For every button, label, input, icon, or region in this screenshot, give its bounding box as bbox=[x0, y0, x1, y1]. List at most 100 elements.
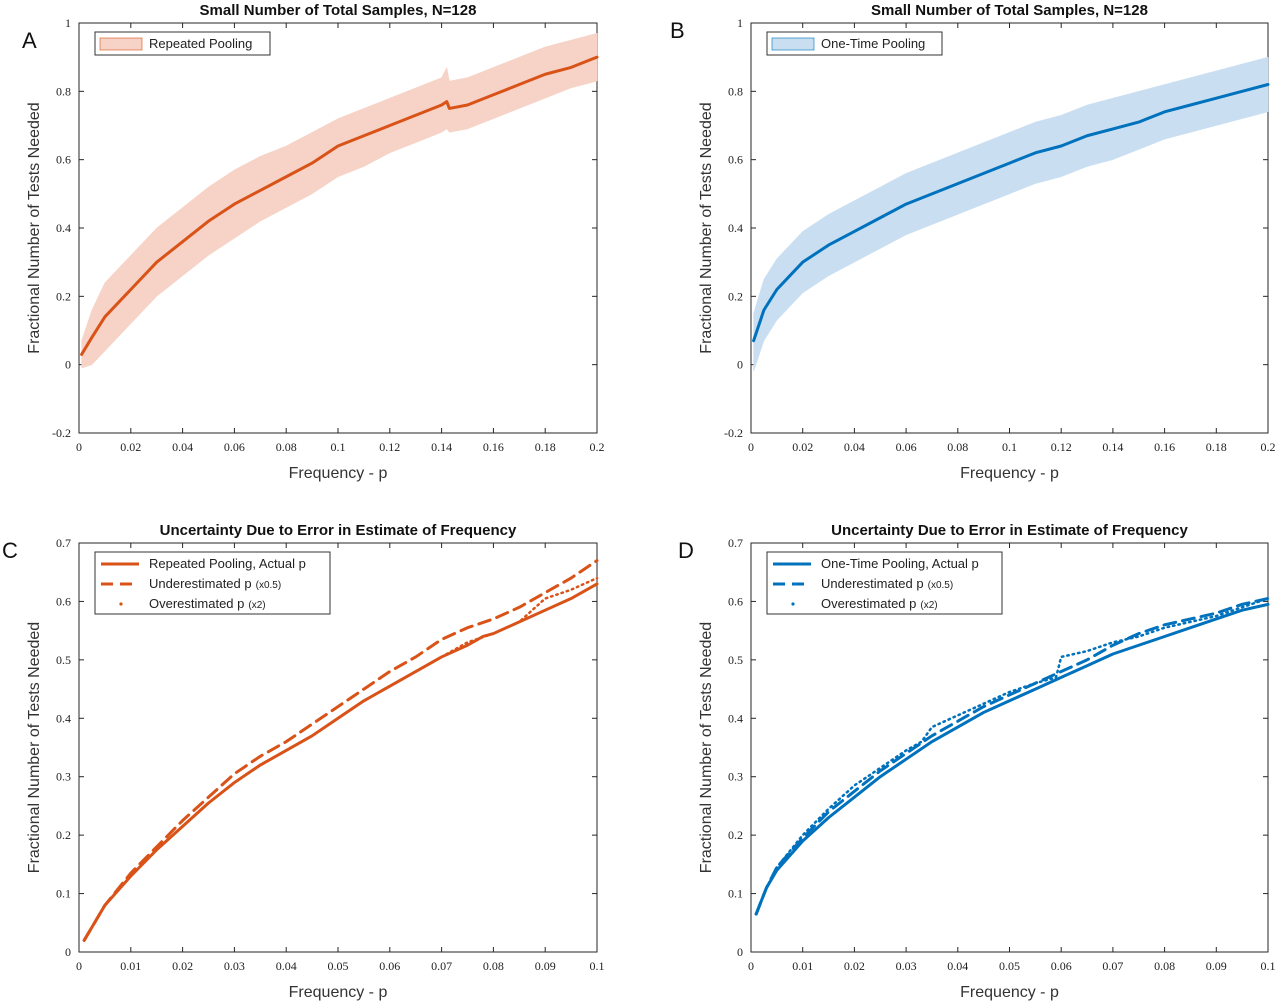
y-tick-label: 1 bbox=[737, 16, 743, 30]
legend-series-suffix: (x0.5) bbox=[928, 580, 954, 591]
y-tick-label: 0.5 bbox=[728, 653, 743, 667]
y-tick-label: 0.5 bbox=[56, 653, 71, 667]
series-line-dashed bbox=[754, 597, 1270, 916]
x-tick-label: 0.05 bbox=[328, 959, 349, 973]
legend-label: Underestimated p (x0.5) bbox=[149, 576, 281, 591]
legend-series-suffix: (x2) bbox=[248, 600, 265, 611]
y-tick-label: 0.6 bbox=[728, 153, 743, 167]
legend: One-Time Pooling, Actual p Underestimated… bbox=[766, 551, 1003, 615]
y-tick-label: 0.7 bbox=[56, 536, 71, 550]
panel-label: A bbox=[22, 28, 37, 53]
x-tick-label: 0 bbox=[76, 440, 82, 454]
x-tick-label: 0.09 bbox=[535, 959, 556, 973]
y-tick-label: 0.4 bbox=[56, 711, 71, 725]
x-axis-label: Frequency - p bbox=[960, 984, 1059, 1001]
x-tick-label: 0.01 bbox=[120, 959, 141, 973]
y-tick-label: 0.8 bbox=[728, 84, 743, 98]
x-tick-label: 0.08 bbox=[483, 959, 504, 973]
x-tick-label: 0.08 bbox=[947, 440, 968, 454]
x-tick-label: 0.05 bbox=[999, 959, 1020, 973]
x-tick-label: 0.1 bbox=[1002, 440, 1017, 454]
y-axis-label: Fractional Number of Tests Needed bbox=[26, 102, 43, 353]
panel-c: C Uncertainty Due to Error in Estimate of… bbox=[2, 522, 605, 1001]
legend-label: One-Time Pooling, Actual p bbox=[821, 556, 979, 571]
y-axis-label: Fractional Number of Tests Needed bbox=[26, 622, 43, 873]
panel-b: B Small Number of Total Samples, N=128 0 0.… bbox=[670, 2, 1276, 482]
y-axis-label: Fractional Number of Tests Needed bbox=[698, 102, 715, 353]
legend-box bbox=[94, 551, 331, 615]
x-tick-label: 0.18 bbox=[535, 440, 556, 454]
panel-label: C bbox=[2, 538, 18, 563]
legend-label: Overestimated p (x2) bbox=[149, 596, 266, 611]
legend-swatch bbox=[99, 37, 143, 51]
x-tick-label: 0.06 bbox=[379, 959, 400, 973]
series-line-dashed bbox=[82, 559, 599, 942]
y-tick-label: 0 bbox=[65, 358, 71, 372]
x-tick-label: 0.1 bbox=[590, 959, 605, 973]
y-tick-label: 0.8 bbox=[56, 84, 71, 98]
y-tick-label: 0.4 bbox=[728, 221, 743, 235]
series-line-solid bbox=[754, 602, 1270, 916]
x-tick-label: 0.02 bbox=[172, 959, 193, 973]
x-tick-label: 0.03 bbox=[224, 959, 245, 973]
series-line-dotted bbox=[754, 597, 1270, 916]
x-tick-label: 0.14 bbox=[1102, 440, 1123, 454]
x-tick-label: 0.08 bbox=[276, 440, 297, 454]
legend-series-suffix: (x2) bbox=[920, 600, 937, 611]
y-axis-label: Fractional Number of Tests Needed bbox=[698, 622, 715, 873]
legend-label: Overestimated p (x2) bbox=[821, 596, 938, 611]
x-tick-label: 0 bbox=[76, 959, 82, 973]
y-tick-label: 0.4 bbox=[728, 711, 743, 725]
legend-series-name: One-Time Pooling, Actual p bbox=[821, 556, 979, 571]
legend-swatch bbox=[791, 602, 795, 606]
legend-series-name: Underestimated p bbox=[821, 576, 924, 591]
legend: One-Time Pooling bbox=[766, 31, 943, 56]
y-tick-label: 0.1 bbox=[728, 887, 743, 901]
y-tick-label: 1 bbox=[65, 16, 71, 30]
y-tick-label: 0.6 bbox=[56, 594, 71, 608]
panel-a: A Small Number of Total Samples, N=128 0 0.… bbox=[22, 2, 605, 482]
y-tick-label: 0.6 bbox=[56, 153, 71, 167]
x-tick-label: 0.06 bbox=[896, 440, 917, 454]
series-line-solid bbox=[82, 582, 599, 942]
x-tick-label: 0.03 bbox=[896, 959, 917, 973]
y-tick-label: 0.1 bbox=[56, 887, 71, 901]
legend-label: One-Time Pooling bbox=[821, 36, 925, 51]
panel-label: D bbox=[678, 538, 694, 563]
x-tick-label: 0 bbox=[748, 959, 754, 973]
x-tick-label: 0.16 bbox=[1154, 440, 1175, 454]
y-tick-label: -0.2 bbox=[52, 426, 71, 440]
series-line-dotted bbox=[82, 576, 599, 942]
x-tick-label: 0.08 bbox=[1154, 959, 1175, 973]
x-tick-label: 0.06 bbox=[1051, 959, 1072, 973]
series-line-undefined bbox=[80, 55, 599, 356]
x-tick-label: 0.1 bbox=[1261, 959, 1276, 973]
confidence-band bbox=[81, 32, 598, 369]
x-tick-label: 0.04 bbox=[947, 959, 968, 973]
legend-label: Repeated Pooling bbox=[149, 36, 252, 51]
legend-series-name: Overestimated p bbox=[821, 596, 916, 611]
x-tick-label: 0.02 bbox=[844, 959, 865, 973]
legend-series-name: Underestimated p bbox=[149, 576, 252, 591]
y-tick-label: 0 bbox=[737, 358, 743, 372]
x-tick-label: 0.18 bbox=[1206, 440, 1227, 454]
x-axis-label: Frequency - p bbox=[289, 984, 388, 1001]
x-tick-label: 0.04 bbox=[276, 959, 297, 973]
y-tick-label: 0.2 bbox=[56, 289, 71, 303]
panel-d: D Uncertainty Due to Error in Estimate of… bbox=[678, 522, 1276, 1001]
y-tick-label: 0.6 bbox=[728, 594, 743, 608]
x-tick-label: 0.2 bbox=[590, 440, 605, 454]
x-tick-label: 0 bbox=[748, 440, 754, 454]
x-tick-label: 0.14 bbox=[431, 440, 452, 454]
y-tick-label: -0.2 bbox=[724, 426, 743, 440]
x-tick-label: 0.12 bbox=[1051, 440, 1072, 454]
y-tick-label: 0 bbox=[65, 945, 71, 959]
x-tick-label: 0.04 bbox=[844, 440, 865, 454]
x-tick-label: 0.07 bbox=[1102, 959, 1123, 973]
y-tick-label: 0.7 bbox=[728, 536, 743, 550]
x-tick-label: 0.1 bbox=[331, 440, 346, 454]
x-tick-label: 0.16 bbox=[483, 440, 504, 454]
series-line-undefined bbox=[752, 83, 1270, 343]
x-tick-label: 0.02 bbox=[120, 440, 141, 454]
